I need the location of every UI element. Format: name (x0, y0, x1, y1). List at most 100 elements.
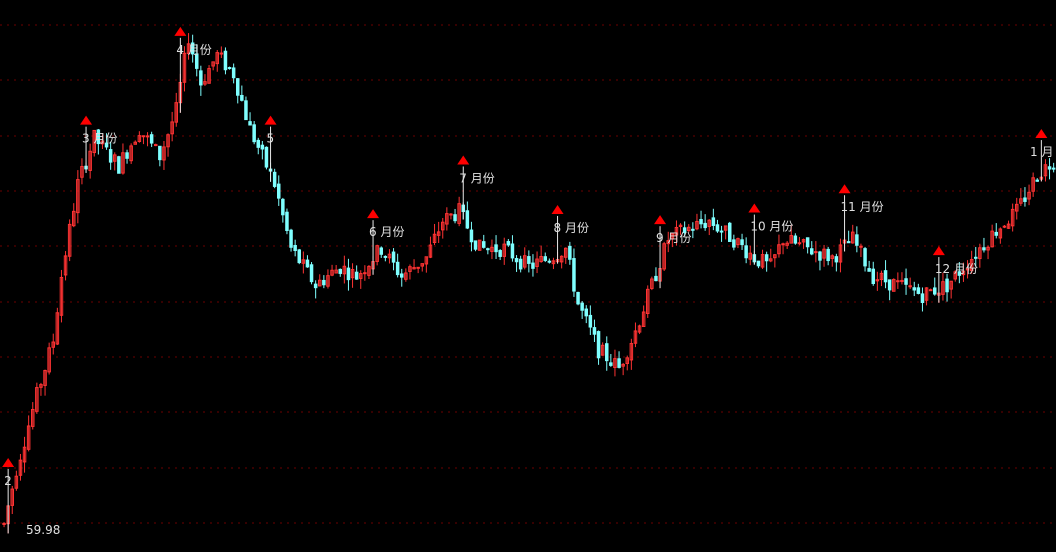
candle-body (108, 149, 113, 163)
candle-body (572, 258, 576, 292)
candle-body (215, 52, 219, 65)
candle-body (945, 278, 949, 293)
candle-body (654, 275, 658, 282)
month-marker-triangle (264, 115, 277, 125)
candle-body (174, 102, 178, 123)
candle-body (1031, 177, 1035, 192)
candle-body (568, 245, 572, 260)
candle-body (412, 267, 416, 270)
candle-body (510, 243, 515, 259)
candle-body (231, 67, 236, 79)
candle-body (961, 270, 966, 276)
candle-body (354, 271, 359, 280)
candle-body (613, 358, 617, 369)
month-marker-triangle (1035, 129, 1048, 139)
candle-body (805, 237, 810, 248)
candle-body (797, 242, 802, 245)
candle-body (76, 179, 80, 214)
candle-body (72, 210, 76, 227)
candle-body (182, 52, 187, 83)
candle-body (650, 278, 654, 289)
candle-body (531, 262, 535, 269)
candle-body (346, 267, 351, 281)
candle-body (199, 70, 203, 86)
candle-body (777, 244, 781, 255)
candle-body (367, 265, 371, 276)
candle-body (252, 124, 256, 143)
candle-body (867, 268, 871, 272)
candle-body (486, 248, 490, 251)
candle-body (892, 278, 896, 292)
candle-body (846, 241, 851, 244)
candle-body (810, 248, 814, 255)
candle-body (887, 279, 892, 291)
candle-body (293, 244, 297, 252)
candle-body (289, 229, 293, 248)
candle-body (904, 278, 908, 285)
candle-body (338, 268, 342, 274)
candle-body (113, 154, 117, 162)
candle-body (879, 272, 884, 281)
candle-body (244, 100, 248, 121)
candle-body (195, 53, 199, 69)
candle-body (769, 258, 773, 262)
month-marker-label: 1 月 (1030, 145, 1053, 159)
month-marker-triangle (654, 215, 667, 225)
candle-body (707, 219, 711, 227)
candle-body (334, 269, 338, 274)
candle-body (379, 247, 383, 255)
candle-body (564, 247, 568, 258)
candle-body (818, 251, 822, 261)
candle-body (974, 256, 978, 259)
month-marker-triangle (174, 26, 187, 36)
candle-body (256, 139, 260, 148)
candle-body (875, 279, 880, 282)
candle-body (851, 231, 855, 244)
candle-body (211, 61, 215, 67)
candle-body (39, 384, 43, 388)
candle-body (359, 273, 363, 279)
candle-body (80, 166, 84, 178)
candle-body (441, 221, 445, 231)
candle-body (719, 230, 724, 233)
month-marker-triangle (367, 209, 380, 219)
candle-body (154, 144, 158, 147)
candle-body (695, 220, 699, 230)
candle-body (670, 233, 675, 240)
candle-body (740, 239, 744, 246)
candle-body (117, 156, 121, 174)
candle-body (518, 258, 523, 270)
candle-body (96, 129, 101, 145)
candle-body (662, 243, 666, 270)
month-marker-label: 6 月份 (369, 225, 404, 239)
candle-body (699, 219, 703, 225)
candle-body (711, 217, 716, 226)
candle-body (59, 276, 64, 316)
candle-body (1051, 167, 1056, 170)
candle-body (539, 256, 543, 263)
candle-body (203, 81, 207, 85)
candle-body (924, 287, 929, 301)
candle-body (445, 213, 449, 225)
candle-body (10, 488, 14, 506)
candle-body (400, 273, 404, 278)
candle-body (22, 446, 27, 463)
candle-body (186, 43, 191, 55)
candle-body (494, 244, 498, 253)
candle-body (732, 239, 736, 248)
candle-body (158, 145, 162, 161)
candle-body (100, 140, 105, 145)
candle-body (789, 235, 793, 244)
candle-body (482, 241, 486, 248)
candle-body (92, 129, 96, 154)
candle-body (756, 260, 761, 267)
candle-body (469, 229, 474, 243)
candle-body (162, 146, 166, 161)
candle-body (1023, 197, 1027, 202)
candle-body (990, 230, 994, 248)
candle-body (326, 275, 330, 287)
candle-body (1047, 166, 1052, 170)
candle-body (26, 425, 31, 450)
candle-body (375, 245, 379, 262)
candle-body (949, 280, 953, 290)
